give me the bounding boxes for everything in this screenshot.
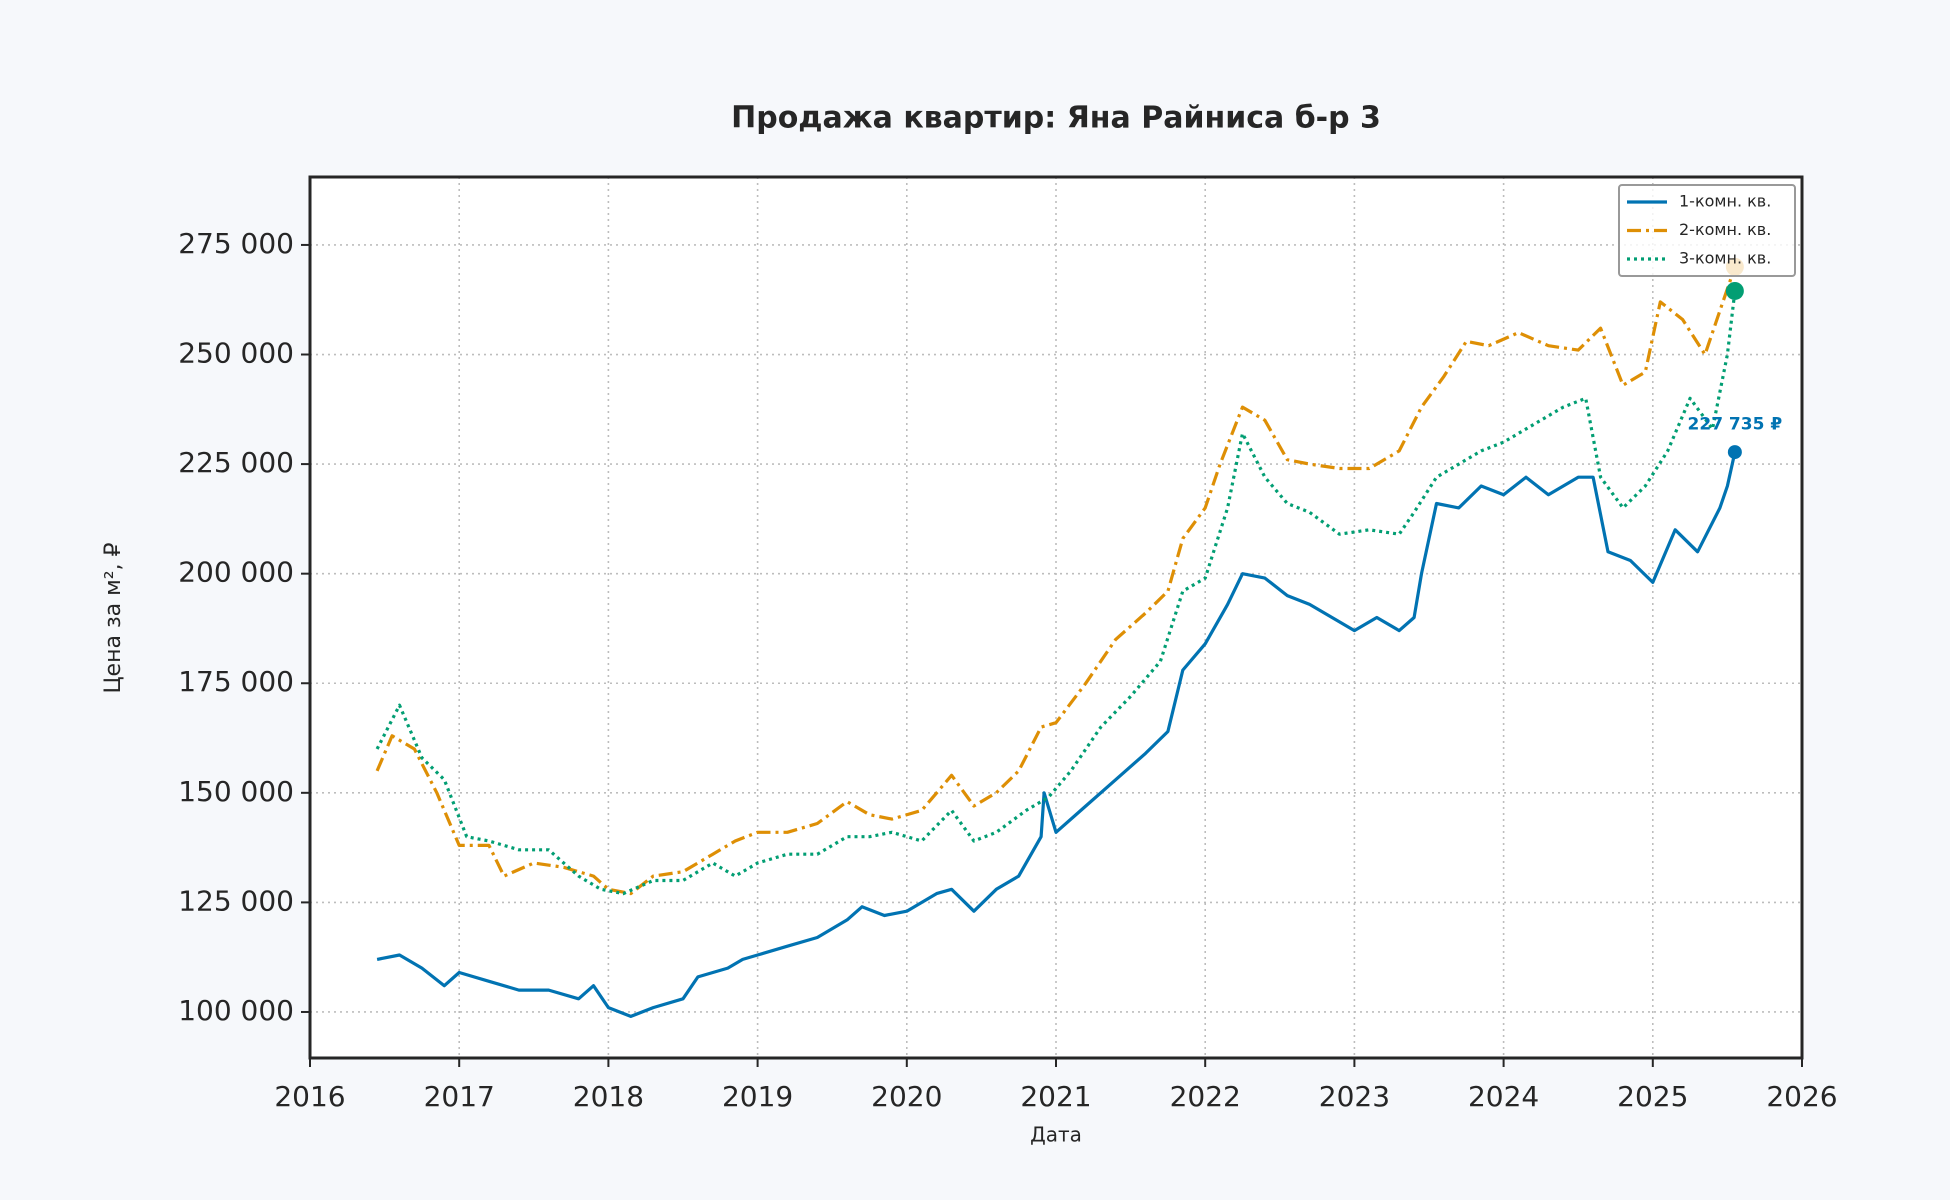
- y-tick-label: 275 000: [178, 227, 294, 260]
- y-axis-label: Цена за м², ₽: [101, 542, 126, 693]
- x-tick-label: 2019: [722, 1080, 793, 1113]
- end-marker: [1727, 445, 1742, 460]
- y-tick-label: 200 000: [178, 556, 294, 589]
- x-tick-label: 2022: [1170, 1080, 1241, 1113]
- x-tick-label: 2021: [1020, 1080, 1091, 1113]
- x-tick-label: 2017: [424, 1080, 495, 1113]
- plot-area: [310, 177, 1802, 1058]
- y-tick-label: 125 000: [178, 884, 294, 917]
- legend-label: 1-комн. кв.: [1679, 192, 1771, 211]
- x-tick-label: 2020: [871, 1080, 942, 1113]
- series-line: [376, 451, 1737, 1018]
- legend: 1-комн. кв. 2-комн. кв. 3-комн. кв.: [1618, 184, 1796, 277]
- legend-box: [1618, 184, 1796, 277]
- x-tick-label: 2023: [1319, 1080, 1390, 1113]
- annotation: 227 735 ₽: [1688, 415, 1783, 435]
- legend-label: 2-комн. кв.: [1679, 220, 1771, 239]
- y-tick-label: 225 000: [178, 446, 294, 479]
- chart-title: Продажа квартир: Яна Райниса б-р 3: [731, 101, 1381, 136]
- y-tick-label: 175 000: [178, 665, 294, 698]
- series-line: [375, 290, 1737, 896]
- x-tick-label: 2025: [1617, 1080, 1688, 1113]
- x-tick-label: 2016: [274, 1080, 345, 1113]
- y-tick-label: 250 000: [178, 337, 294, 370]
- x-tick-label: 2018: [573, 1080, 644, 1113]
- series-line: [375, 266, 1737, 896]
- end-marker: [1725, 281, 1744, 300]
- legend-label: 3-комн. кв.: [1679, 249, 1771, 268]
- grid: [310, 177, 1802, 1058]
- y-tick-label: 100 000: [178, 994, 294, 1027]
- x-axis-label: Дата: [1030, 1123, 1082, 1147]
- y-tick-label: 150 000: [178, 775, 294, 808]
- x-tick-label: 2024: [1468, 1080, 1539, 1113]
- x-tick-label: 2026: [1766, 1080, 1837, 1113]
